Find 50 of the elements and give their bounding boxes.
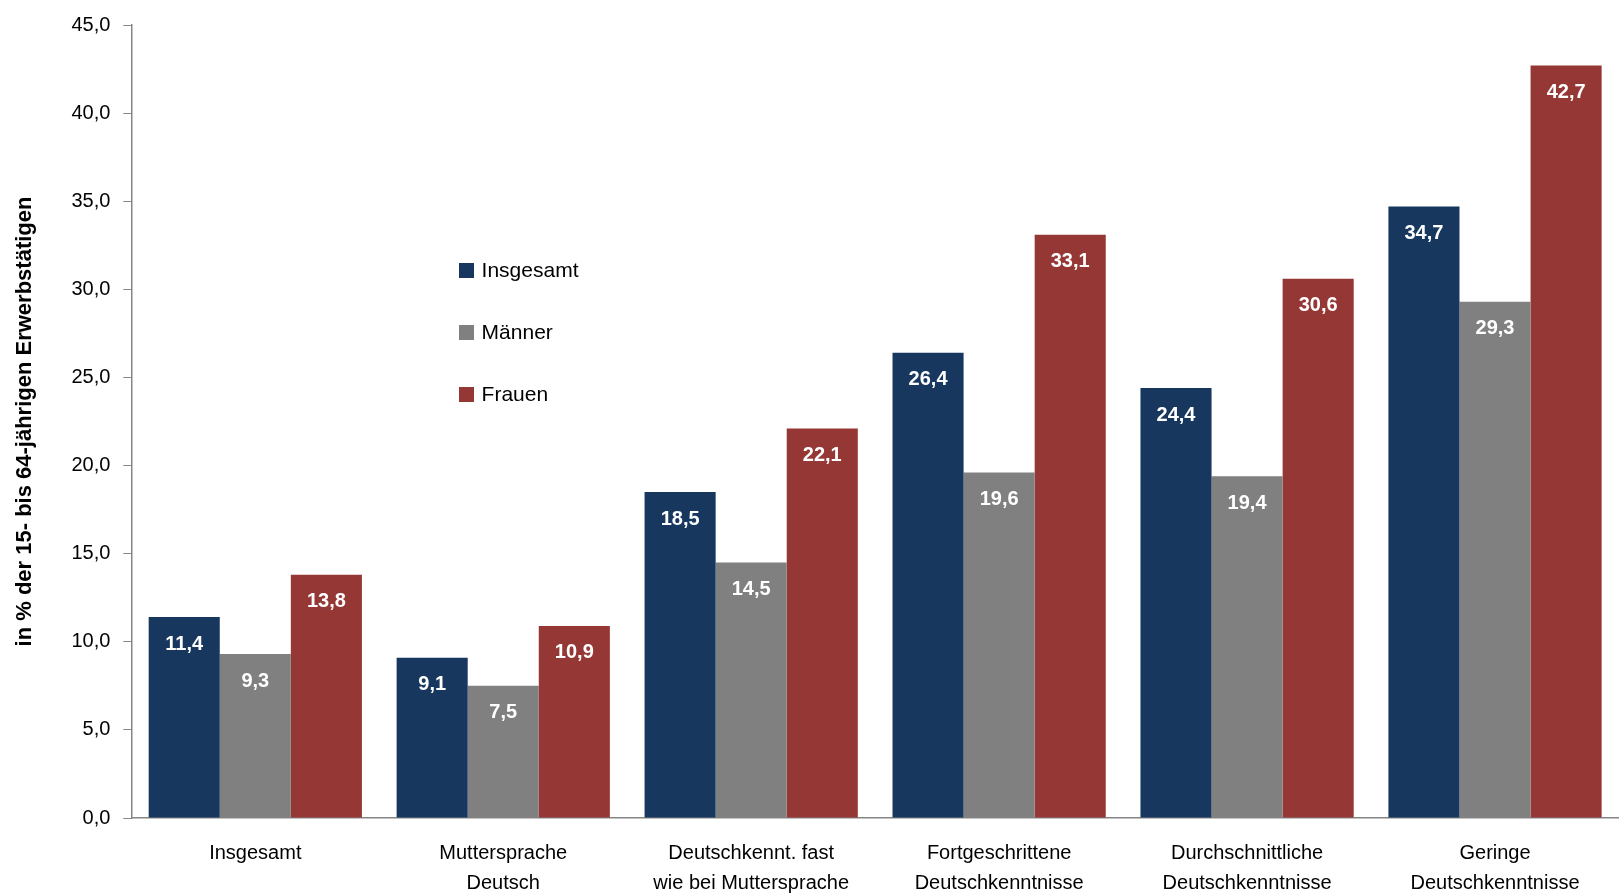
- data-label: 13,8: [306, 589, 346, 612]
- y-tick-label: 20,0: [71, 453, 111, 476]
- data-label: 18,5: [660, 506, 700, 529]
- y-tick-label: 35,0: [71, 188, 111, 211]
- data-label: 9,1: [418, 672, 447, 695]
- bar: [892, 352, 964, 818]
- bar: [1530, 65, 1602, 818]
- y-tick-label: 0,0: [82, 805, 111, 828]
- bar: [786, 428, 858, 818]
- y-tick-label: 10,0: [71, 629, 111, 652]
- bar: [396, 657, 468, 818]
- x-tick-label: Insgesamt: [209, 840, 302, 863]
- bar: [1282, 278, 1354, 818]
- bar: [148, 617, 220, 818]
- bar: [1388, 206, 1460, 818]
- y-tick-label: 40,0: [71, 100, 111, 123]
- y-tick-label: 5,0: [82, 717, 111, 740]
- data-label: 33,1: [1050, 249, 1090, 272]
- data-label: 26,4: [908, 367, 949, 390]
- data-label: 19,6: [979, 487, 1019, 510]
- bar: [290, 574, 362, 818]
- y-tick-label: 45,0: [71, 12, 111, 35]
- legend-label: Frauen: [481, 382, 549, 407]
- data-label: 34,7: [1404, 221, 1444, 244]
- data-label: 9,3: [241, 668, 270, 691]
- data-label: 30,6: [1298, 293, 1338, 316]
- y-tick-label: 30,0: [71, 276, 111, 299]
- data-label: 24,4: [1156, 402, 1197, 425]
- data-label: 7,5: [489, 700, 518, 723]
- x-tick-label: Deutschkennt. fast wie bei Muttersprache: [652, 840, 850, 893]
- x-tick-label: Fortgeschrittene Deutschkenntnisse: [914, 840, 1084, 893]
- data-label: 10,9: [554, 640, 594, 663]
- data-label: 42,7: [1546, 80, 1586, 103]
- x-tick-label: Muttersprache Deutsch: [439, 840, 568, 893]
- data-label: 19,4: [1227, 490, 1268, 513]
- bar: [1034, 234, 1106, 818]
- x-tick-label: Durchschnittliche Deutschkenntnisse: [1162, 840, 1332, 893]
- data-label: 14,5: [731, 576, 771, 599]
- data-label: 29,3: [1475, 316, 1515, 339]
- data-label: 11,4: [165, 631, 205, 654]
- y-axis-title: in % der 15- bis 64-jährigen Erwerbstätigen: [11, 196, 37, 647]
- data-label: 22,1: [802, 443, 842, 466]
- y-tick-label: 15,0: [71, 541, 111, 564]
- bar: [644, 491, 716, 818]
- bar: [1140, 388, 1212, 818]
- x-tick-label: Geringe Deutschkenntnisse: [1410, 840, 1580, 893]
- y-tick-label: 25,0: [71, 364, 111, 387]
- bar: [538, 625, 610, 818]
- legend-label: Insgesamt: [481, 258, 579, 283]
- legend-label: Männer: [481, 320, 553, 345]
